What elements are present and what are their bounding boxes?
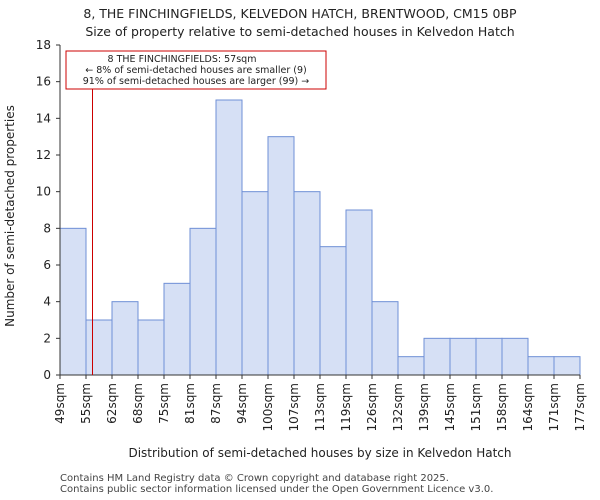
x-tick-label-55sqm: 55sqm — [79, 383, 93, 424]
x-tick-label-49sqm: 49sqm — [53, 383, 67, 424]
y-tick-label-4: 4 — [43, 295, 51, 309]
chart-subtitle: Size of property relative to semi-detach… — [85, 24, 515, 39]
x-tick-label-145sqm: 145sqm — [443, 383, 457, 431]
histogram-chart: 0 2 4 6 8 10 12 14 16 18 49sqm 55sqm 62sqm 68sqm 75sq… — [3, 38, 587, 460]
bar-107sqm — [293, 191, 321, 376]
x-tick-label-68sqm: 68sqm — [131, 383, 145, 424]
y-tick-label-16: 16 — [36, 75, 51, 89]
footer-line-2: Contains public sector information licen… — [60, 484, 494, 495]
x-tick-label-132sqm: 132sqm — [391, 383, 405, 431]
y-axis: 0 2 4 6 8 10 12 14 16 18 — [36, 38, 61, 382]
bar-145sqm — [449, 337, 477, 376]
y-tick-label-18: 18 — [36, 38, 51, 52]
bar-49sqm — [59, 227, 87, 376]
y-tick-label-2: 2 — [43, 331, 51, 345]
x-tick-label-164sqm: 164sqm — [521, 383, 535, 431]
x-tick-label-62sqm: 62sqm — [105, 383, 119, 424]
bar-139sqm — [423, 337, 451, 376]
bar-158sqm — [501, 337, 529, 376]
x-axis-label: Distribution of semi-detached houses by … — [128, 446, 511, 460]
footer-line-1: Contains HM Land Registry data © Crown c… — [60, 473, 449, 484]
x-tick-label-139sqm: 139sqm — [417, 383, 431, 431]
annotation-box — [65, 50, 327, 90]
bar-55sqm — [85, 319, 113, 376]
y-tick-label-0: 0 — [43, 368, 51, 382]
annotation-line-3: 91% of semi-detached houses are larger (… — [83, 76, 310, 87]
y-tick-label-14: 14 — [36, 111, 51, 125]
x-tick-label-151sqm: 151sqm — [469, 383, 483, 431]
x-tick-label-94sqm: 94sqm — [235, 383, 249, 424]
bars-group — [59, 99, 581, 376]
bar-94sqm — [241, 191, 269, 376]
x-tick-label-119sqm: 119sqm — [339, 383, 353, 431]
x-axis: 49sqm 55sqm 62sqm 68sqm 75sqm 81sqm 87sqm 94sqm… — [53, 374, 587, 431]
x-tick-label-126sqm: 126sqm — [365, 383, 379, 431]
bar-87sqm — [215, 99, 243, 376]
y-tick-label-10: 10 — [36, 185, 51, 199]
x-tick-label-75sqm: 75sqm — [157, 383, 171, 424]
x-tick-label-171sqm: 171sqm — [547, 383, 561, 431]
x-tick-label-87sqm: 87sqm — [209, 383, 223, 424]
y-axis-label: Number of semi-detached properties — [3, 105, 17, 327]
x-tick-label-158sqm: 158sqm — [495, 383, 509, 431]
x-tick-label-177sqm: 177sqm — [573, 383, 587, 431]
x-tick-label-113sqm: 113sqm — [313, 383, 327, 431]
y-tick-label-12: 12 — [36, 148, 51, 162]
chart-title: 8, THE FINCHINGFIELDS, KELVEDON HATCH, B… — [83, 6, 517, 21]
bar-68sqm — [137, 319, 165, 376]
x-tick-label-81sqm: 81sqm — [183, 383, 197, 424]
bar-164sqm — [527, 356, 555, 376]
bar-81sqm — [189, 227, 217, 376]
y-tick-label-6: 6 — [43, 258, 51, 272]
bar-113sqm — [319, 246, 347, 376]
bar-100sqm — [267, 136, 295, 376]
bar-62sqm — [111, 301, 139, 376]
annotation-line-2: ← 8% of semi-detached houses are smaller… — [85, 65, 306, 76]
x-tick-label-100sqm: 100sqm — [261, 383, 275, 431]
bar-119sqm — [345, 209, 373, 376]
annotation-line-1: 8 THE FINCHINGFIELDS: 57sqm — [108, 54, 257, 65]
y-tick-label-8: 8 — [43, 221, 51, 235]
bar-126sqm — [371, 301, 399, 376]
bar-75sqm — [163, 282, 191, 376]
bar-132sqm — [397, 356, 425, 376]
marker-group: 8 THE FINCHINGFIELDS: 57sqm← 8% of semi-… — [65, 50, 327, 375]
x-tick-label-107sqm: 107sqm — [287, 383, 301, 431]
bar-151sqm — [475, 337, 503, 376]
bar-171sqm — [553, 356, 581, 376]
